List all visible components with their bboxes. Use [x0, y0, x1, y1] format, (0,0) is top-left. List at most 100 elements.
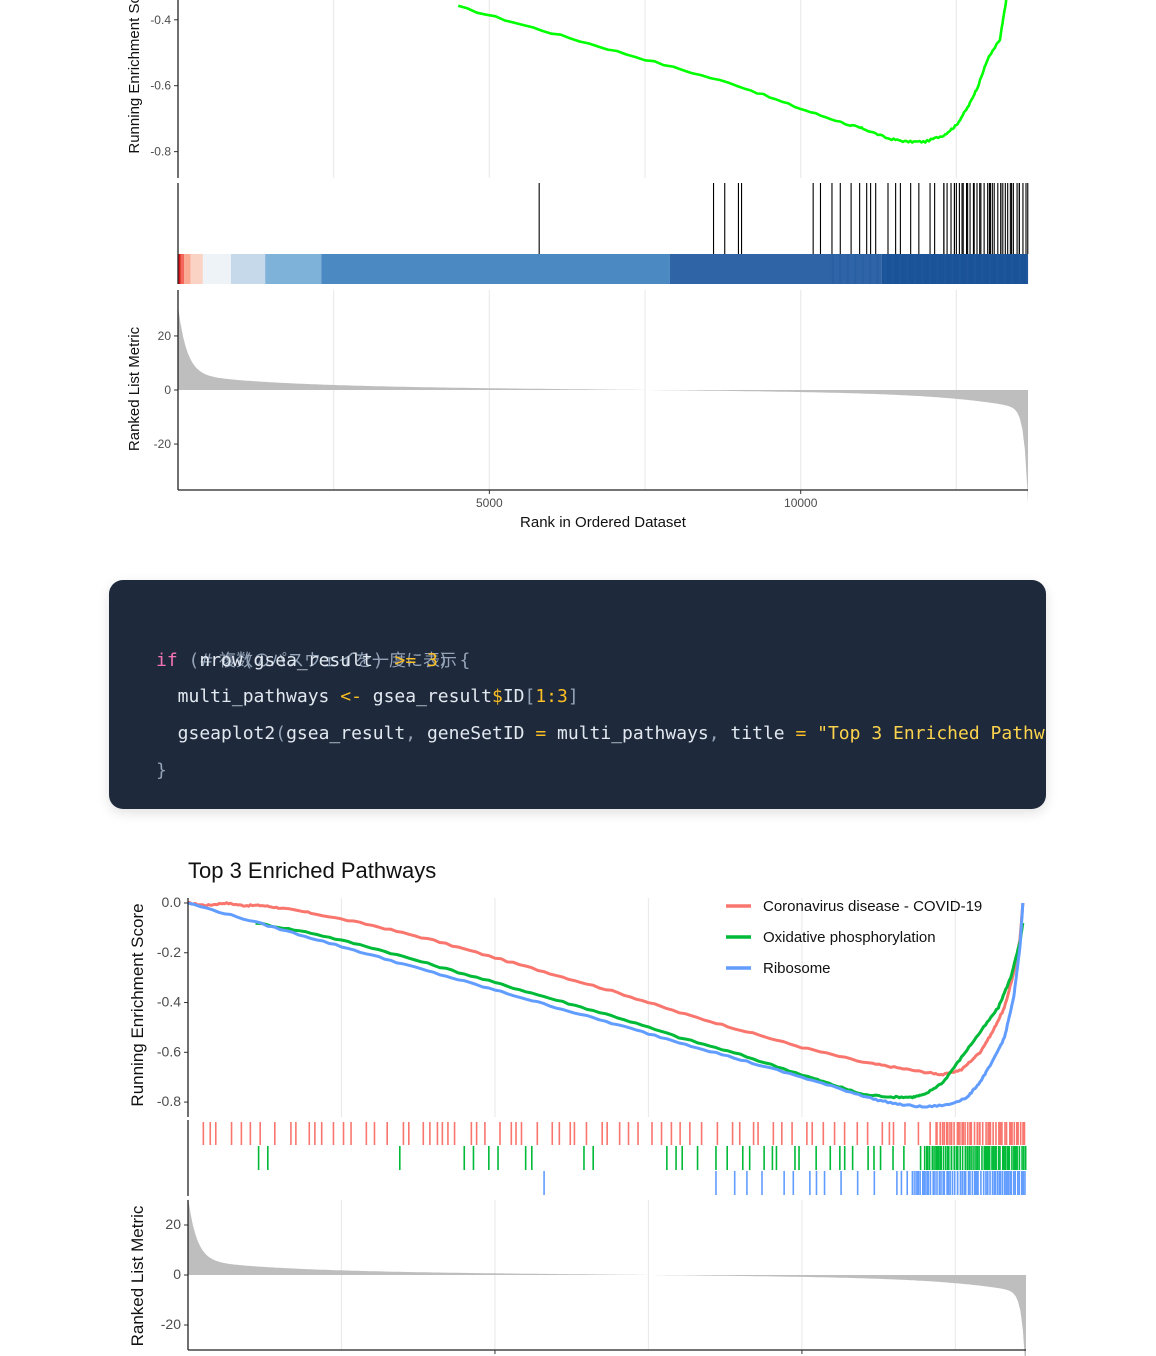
gsea-plot-single: -0.4 -0.6 -0.8 20 0 -20 5000 10000 Running Enri…: [126, 0, 1029, 531]
es-line: [187, 901, 1025, 1109]
rank-color-stripe: [936, 254, 939, 284]
y-tick-label: 0: [164, 383, 171, 397]
y-tick-label: -20: [161, 1316, 181, 1332]
code-token: gsea_result: [253, 649, 373, 671]
plot-title: Top 3 Enriched Pathways: [188, 858, 436, 883]
code-token: (: [275, 723, 287, 745]
gsea-plot-multi: Top 3 Enriched Pathways 0.0 -0.2 -0.4 -0.6 -…: [128, 858, 1027, 1356]
code-token: ]: [567, 686, 579, 708]
code-token: =: [535, 723, 547, 745]
gene-hits-panel: [202, 1122, 1027, 1195]
rank-color-stripe: [973, 254, 976, 284]
code-comment: # 複数のパスウェイを一度に表示: [199, 650, 458, 671]
code-token: if: [156, 649, 178, 671]
es-panel: [187, 900, 1025, 1109]
rank-color-stripe: [884, 254, 887, 284]
rank-color-stripe: [914, 254, 917, 284]
code-token: ID: [502, 686, 525, 708]
y-tick-label: 20: [165, 1216, 181, 1232]
y-tick-label: 20: [158, 329, 172, 343]
es-line: [255, 921, 1025, 1100]
gene-hits-panel: [178, 183, 1029, 284]
rank-color-stripe: [906, 254, 909, 284]
metric-y-axis-title: Ranked List Metric: [128, 1205, 147, 1346]
code-line: if (nrow(gsea_result) >= 3) {: [156, 643, 1046, 680]
code-token: nrow: [199, 649, 243, 671]
code-token: [: [524, 686, 536, 708]
code-block: # 複数のパスウェイを一度に表示 if (nrow(gsea_result) >…: [109, 580, 1046, 809]
rank-color-stripe: [996, 254, 999, 284]
x-tick-label: 5000: [476, 496, 503, 510]
code-token: title: [719, 723, 796, 745]
rank-color-stripe: [876, 254, 879, 284]
axes: 0.0 -0.2 -0.4 -0.6 -0.8 20 0 -20: [157, 894, 1026, 1354]
y-tick-label: -0.6: [157, 1043, 181, 1059]
rank-color-stripe: [839, 254, 842, 284]
rank-color-stripe: [854, 254, 857, 284]
rank-color-band: [230, 254, 266, 284]
es-line: [187, 900, 1025, 1077]
code-token: <-: [340, 686, 362, 708]
y-tick-label: 0.0: [162, 894, 182, 910]
y-tick-label: -0.8: [157, 1093, 181, 1109]
rank-color-stripe: [846, 254, 849, 284]
code-token: $: [491, 686, 503, 708]
code-token: "Top 3 Enriched Pathways": [817, 723, 1046, 745]
es-line: [457, 0, 1008, 144]
rank-color-stripe: [869, 254, 872, 284]
ranked-metric-panel: [188, 1197, 1026, 1356]
code-token: =: [795, 723, 807, 745]
ranked-metric-area: [178, 306, 1028, 505]
code-token: multi_pathways: [156, 686, 341, 708]
es-panel-grid: [333, 0, 957, 490]
rank-color-stripe: [921, 254, 924, 284]
rank-color-band: [180, 254, 185, 284]
rank-color-band: [881, 254, 1028, 284]
rank-color-stripe: [988, 254, 991, 284]
rank-color-band: [190, 254, 203, 284]
ranked-metric-panel: [178, 306, 1028, 505]
rank-color-stripe: [899, 254, 902, 284]
code-token: ,: [708, 723, 720, 745]
x-axis-title: Rank in Ordered Dataset: [520, 514, 687, 531]
code-line: multi_pathways <- gsea_result$ID[1:3]: [156, 679, 1046, 716]
es-y-axis-title: Running Enrichment Score: [126, 0, 143, 154]
rank-color-band: [669, 254, 882, 284]
code-token: gsea_result: [286, 723, 406, 745]
rank-color-band: [321, 254, 670, 284]
ranked-metric-area: [188, 1197, 1026, 1356]
code-token: ): [372, 649, 384, 671]
code-token: multi_pathways: [546, 723, 709, 745]
x-tick-label: 10000: [784, 496, 818, 510]
code-token: 3: [416, 649, 438, 671]
y-tick-label: 0: [173, 1266, 181, 1282]
rank-color-stripe: [1003, 254, 1006, 284]
rank-color-stripe: [981, 254, 984, 284]
rank-color-band: [184, 254, 191, 284]
code-token: (: [242, 649, 254, 671]
legend: Coronavirus disease - COVID-19 Oxidative …: [726, 898, 982, 977]
rank-color-band: [265, 254, 322, 284]
rank-color-stripe: [951, 254, 954, 284]
code-token: geneSetID: [416, 723, 536, 745]
y-tick-label: -0.6: [150, 79, 171, 93]
legend-label: Coronavirus disease - COVID-19: [763, 898, 982, 915]
y-tick-label: -0.8: [150, 145, 171, 159]
axes: -0.4 -0.6 -0.8 20 0 -20 5000 10000: [150, 0, 1028, 510]
metric-y-axis-title: Ranked List Metric: [126, 326, 143, 451]
code-token: >=: [383, 649, 417, 671]
rank-color-stripe: [958, 254, 961, 284]
legend-label: Oxidative phosphorylation: [763, 929, 936, 946]
rank-color-stripe: [966, 254, 969, 284]
rank-color-band: [178, 254, 181, 284]
code-token: ,: [405, 723, 417, 745]
y-tick-label: -20: [154, 437, 172, 451]
code-token: }: [156, 759, 167, 781]
rank-color-stripe: [831, 254, 834, 284]
code-line: }: [156, 753, 1046, 790]
rank-color-band: [202, 254, 231, 284]
code-token: gsea_result: [361, 686, 492, 708]
rank-color-stripe: [928, 254, 931, 284]
rank-color-stripe: [943, 254, 946, 284]
code-line: gseaplot2(gsea_result, geneSetID = multi…: [156, 716, 1046, 753]
